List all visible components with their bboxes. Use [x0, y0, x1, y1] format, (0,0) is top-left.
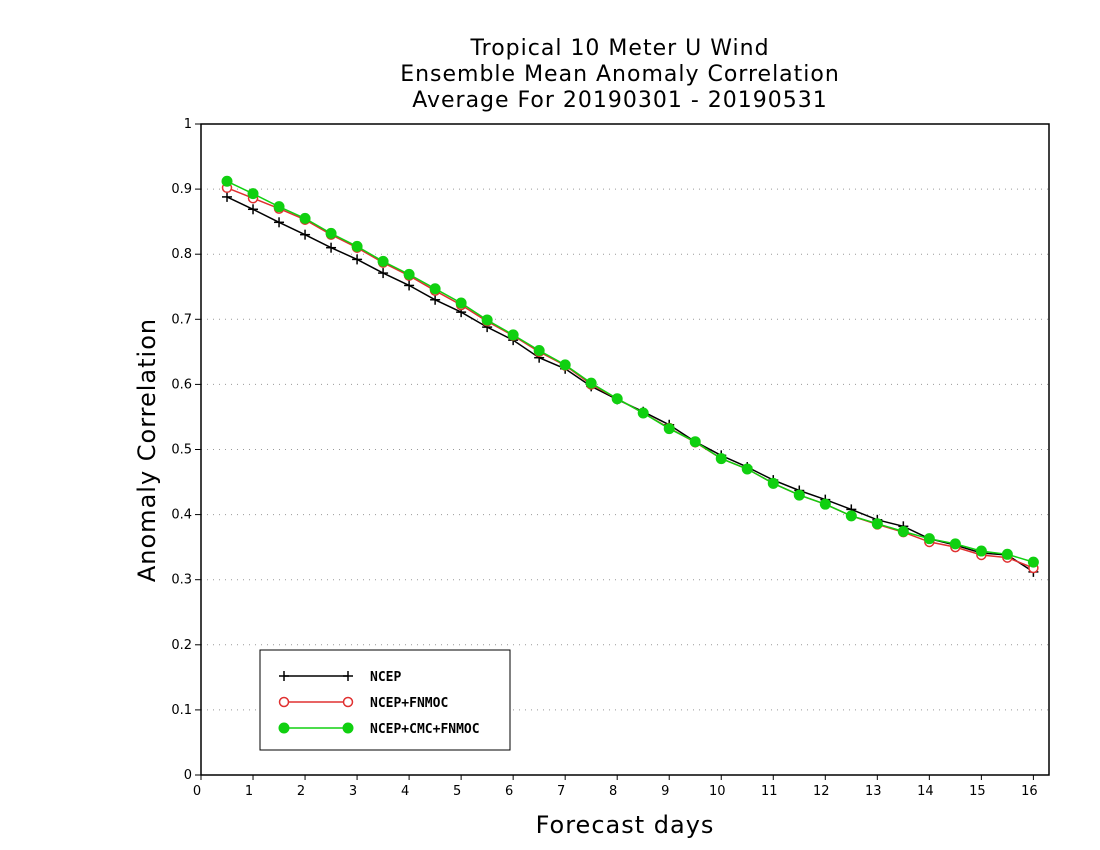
y-tick-label: 1: [184, 117, 192, 132]
series-line: [226, 196, 1034, 573]
x-tick-label: 0: [193, 784, 201, 799]
filled-circle-marker: [273, 201, 285, 213]
series-line: [226, 187, 1034, 569]
x-tick-label: 10: [709, 784, 726, 799]
filled-circle-marker: [819, 498, 831, 510]
y-tick-label: 0: [184, 768, 192, 783]
data-series: [221, 175, 1039, 577]
filled-circle-marker: [897, 526, 909, 538]
filled-circle-marker: [611, 393, 623, 405]
filled-circle-marker: [923, 533, 935, 545]
filled-circle-marker: [585, 377, 597, 389]
filled-circle-marker: [403, 268, 415, 280]
legend-label: NCEP+FNMOC: [370, 696, 448, 711]
filled-circle-marker: [377, 255, 389, 267]
plus-marker: [352, 254, 363, 265]
x-tick-label: 4: [401, 784, 409, 799]
y-tick-label: 0.1: [171, 703, 192, 718]
x-tick-label: 14: [917, 784, 934, 799]
plus-marker: [279, 671, 289, 681]
y-tick-label: 0.3: [171, 573, 192, 588]
x-tick-label: 2: [297, 784, 305, 799]
y-axis-title: Anomaly Correlation: [133, 318, 161, 582]
y-tick-label: 0.7: [171, 312, 192, 327]
filled-circle-marker: [278, 722, 290, 734]
y-tick-label: 0.4: [171, 508, 192, 523]
filled-circle-marker: [637, 407, 649, 419]
open-circle-marker: [278, 696, 290, 708]
x-tick-label: 3: [349, 784, 357, 799]
open-circle-marker: [342, 696, 354, 708]
filled-circle-marker: [351, 240, 363, 252]
x-axis-title: Forecast days: [536, 811, 715, 839]
chart-title-line-2: Ensemble Mean Anomaly Correlation: [400, 62, 840, 87]
chart-title-line-3: Average For 20190301 - 20190531: [412, 88, 828, 113]
filled-circle-marker: [455, 297, 467, 309]
plus-marker: [343, 671, 353, 681]
filled-circle-marker: [871, 518, 883, 530]
series-line: [226, 180, 1034, 563]
y-tick-label: 0.6: [171, 377, 192, 392]
filled-circle-marker: [975, 545, 987, 557]
filled-circle-marker: [1001, 548, 1013, 560]
x-tick-label: 1: [245, 784, 253, 799]
filled-circle-marker: [559, 359, 571, 371]
chart-title-line-1: Tropical 10 Meter U Wind: [470, 36, 770, 61]
filled-circle-marker: [221, 175, 233, 187]
legend-box: [259, 649, 511, 751]
filled-circle-marker: [1027, 556, 1039, 568]
filled-circle-marker: [429, 283, 441, 295]
plus-marker: [378, 268, 389, 279]
plus-marker: [404, 280, 415, 291]
filled-circle-marker: [325, 227, 337, 239]
filled-circle-marker: [741, 463, 753, 475]
filled-circle-marker: [663, 423, 675, 435]
x-tick-label: 7: [557, 784, 565, 799]
x-tick-label: 5: [453, 784, 461, 799]
y-tick-label: 0.2: [171, 638, 192, 653]
grid-lines: [201, 188, 1049, 711]
plus-marker: [248, 204, 259, 215]
x-tick-label: 16: [1021, 784, 1038, 799]
series-ncep-cmc-fnmoc: [221, 175, 1039, 568]
legend: NCEP NCEP+FNMOC NCEP+CMC+FNMOC: [259, 649, 511, 751]
filled-circle-marker: [342, 722, 354, 734]
y-tick-label: 0.8: [171, 247, 192, 262]
x-tick-label: 15: [969, 784, 986, 799]
x-tick-label: 6: [505, 784, 513, 799]
plus-marker: [326, 242, 337, 253]
legend-label: NCEP+CMC+FNMOC: [370, 722, 480, 737]
filled-circle-marker: [689, 436, 701, 448]
plus-marker: [300, 229, 311, 240]
x-tick-label: 13: [865, 784, 882, 799]
filled-circle-marker: [299, 212, 311, 224]
plus-marker: [274, 217, 285, 228]
y-tick-label: 0.9: [171, 182, 192, 197]
filled-circle-marker: [949, 538, 961, 550]
plus-marker: [222, 191, 233, 202]
x-tick-label: 9: [661, 784, 669, 799]
filled-circle-marker: [767, 477, 779, 489]
filled-circle-marker: [481, 314, 493, 326]
x-tick-label: 11: [761, 784, 778, 799]
filled-circle-marker: [715, 453, 727, 465]
filled-circle-marker: [793, 489, 805, 501]
x-tick-label: 8: [609, 784, 617, 799]
filled-circle-marker: [247, 188, 259, 200]
filled-circle-marker: [507, 329, 519, 341]
axis-ticks: 00.10.20.30.40.50.60.70.80.910 1 2 3 4 5 6 7 8 9 1…: [171, 117, 1037, 799]
filled-circle-marker: [533, 345, 545, 357]
filled-circle-marker: [845, 510, 857, 522]
plus-marker: [430, 294, 441, 305]
legend-label: NCEP: [370, 670, 401, 685]
x-tick-label: 12: [813, 784, 830, 799]
y-tick-label: 0.5: [171, 443, 192, 458]
